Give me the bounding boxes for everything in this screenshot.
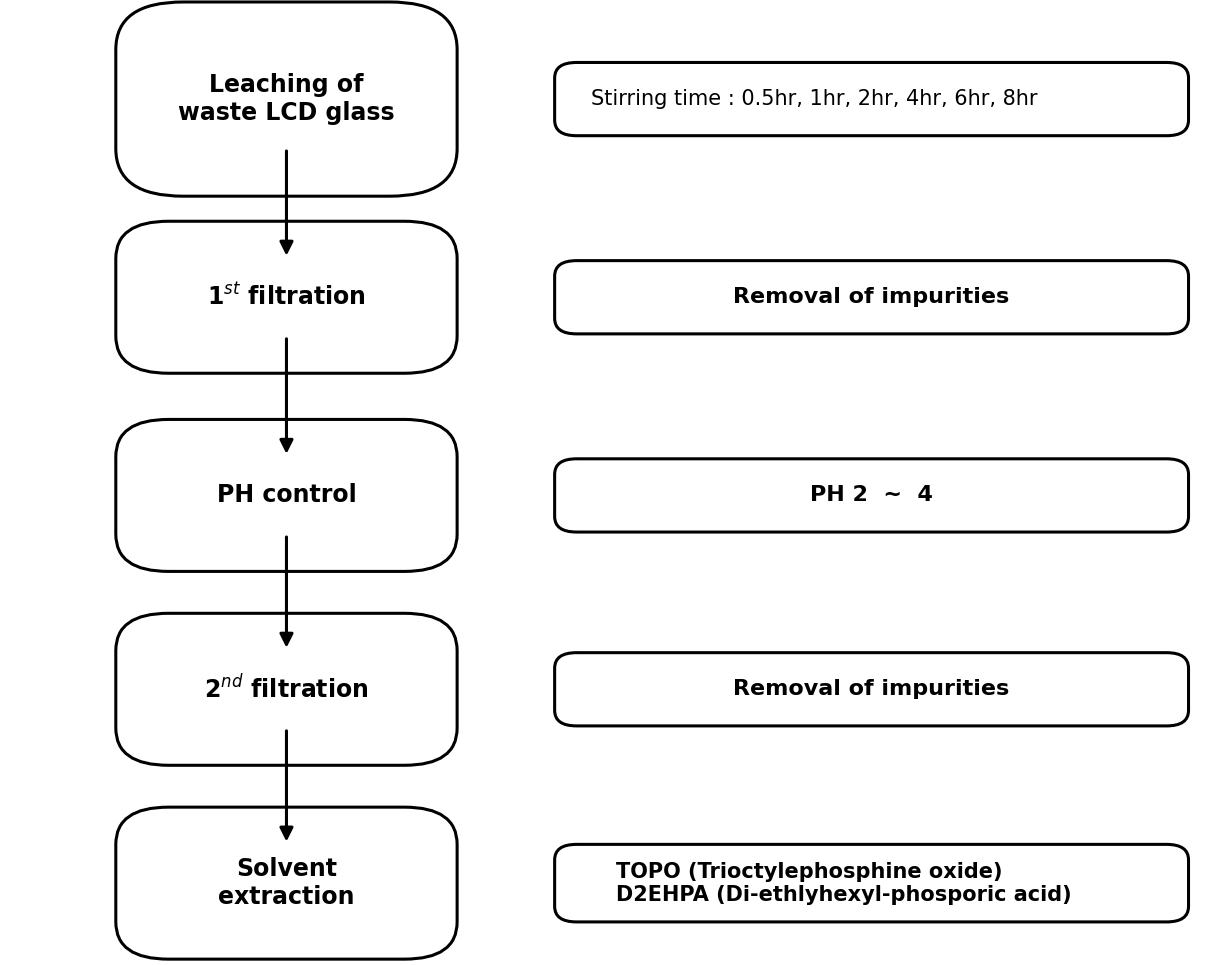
FancyBboxPatch shape	[555, 261, 1189, 334]
Text: PH 2  ~  4: PH 2 ~ 4	[811, 485, 933, 506]
FancyBboxPatch shape	[555, 844, 1189, 922]
Text: TOPO (Trioctylephosphine oxide)
D2EHPA (Di-ethlyhexyl-phosporic acid): TOPO (Trioctylephosphine oxide) D2EHPA (…	[616, 862, 1072, 905]
Text: 2$^{nd}$ filtration: 2$^{nd}$ filtration	[204, 676, 369, 703]
FancyBboxPatch shape	[116, 614, 457, 765]
Text: Leaching of
waste LCD glass: Leaching of waste LCD glass	[178, 73, 395, 125]
Text: Stirring time : 0.5hr, 1hr, 2hr, 4hr, 6hr, 8hr: Stirring time : 0.5hr, 1hr, 2hr, 4hr, 6h…	[591, 89, 1037, 109]
Text: Removal of impurities: Removal of impurities	[734, 679, 1009, 700]
FancyBboxPatch shape	[116, 221, 457, 373]
FancyBboxPatch shape	[555, 458, 1189, 532]
Text: PH control: PH control	[217, 483, 356, 508]
FancyBboxPatch shape	[555, 652, 1189, 726]
Text: 1$^{st}$ filtration: 1$^{st}$ filtration	[207, 284, 366, 311]
Text: Removal of impurities: Removal of impurities	[734, 288, 1009, 307]
FancyBboxPatch shape	[116, 807, 457, 959]
FancyBboxPatch shape	[116, 420, 457, 571]
Text: Solvent
extraction: Solvent extraction	[218, 857, 355, 909]
FancyBboxPatch shape	[116, 2, 457, 196]
FancyBboxPatch shape	[555, 63, 1189, 136]
